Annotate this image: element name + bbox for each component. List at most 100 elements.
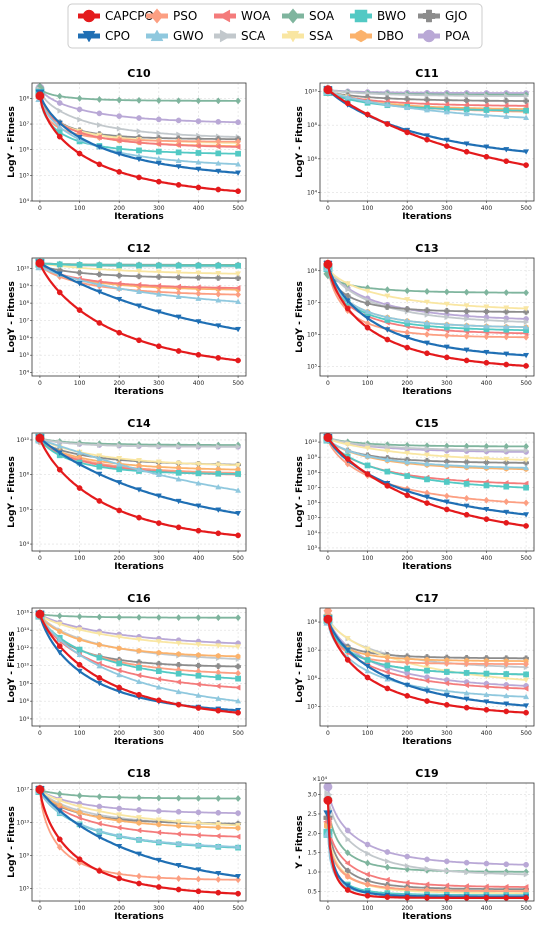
series-point-sca — [97, 441, 103, 449]
y-axis-label: LogY - Fitness — [295, 281, 305, 353]
x-tick-label: 400 — [481, 730, 493, 737]
series-point-woa — [483, 883, 489, 890]
y-tick-label: 10⁷ — [19, 317, 30, 324]
series-point-ssa — [135, 815, 143, 821]
series-point-capcpo — [384, 482, 391, 489]
series-point-gjo — [195, 274, 202, 281]
series-point-capcpo — [155, 884, 162, 890]
series-point-gwo — [175, 293, 182, 299]
series-point-capcpo — [195, 351, 202, 358]
series-point-gwo — [463, 462, 470, 469]
series-point-cpo — [96, 144, 103, 151]
series-point-bwo — [195, 672, 202, 679]
chart-c10: 0 100 200 300 400 500 10⁴ 10⁵ 10⁶ 10⁷ 10⁸ C10 Iterat… — [7, 67, 247, 222]
series-point-capcpo — [323, 259, 333, 269]
series-point-cpo — [135, 851, 143, 858]
series-point-capcpo — [195, 888, 202, 895]
x-tick-label: 400 — [193, 205, 205, 212]
series-point-bwo — [424, 667, 430, 674]
y-tick-label: 10⁴ — [19, 541, 30, 548]
series-point-poa — [136, 115, 142, 121]
series-point-soa — [76, 613, 83, 621]
series-point-gwo — [155, 471, 162, 477]
series-point-gwo — [155, 155, 162, 162]
series-point-gjo — [136, 273, 142, 280]
series-point-cpo — [364, 315, 371, 322]
x-tick-label: 100 — [74, 730, 86, 737]
series-point-woa — [116, 137, 122, 144]
series-point-poa — [195, 809, 202, 816]
series-point-sca — [424, 865, 431, 872]
series-point-capcpo — [116, 169, 123, 175]
y-tick-label: 10¹² — [17, 645, 30, 652]
series-point-woa — [404, 674, 410, 681]
legend-item-capcpo: CAPCPO — [78, 9, 154, 23]
series-point-ssa — [443, 301, 450, 308]
y-tick-label: 10⁸ — [19, 300, 30, 307]
series-point-bwo — [96, 654, 103, 661]
series-point-capcpo — [215, 355, 222, 361]
series-point-capcpo — [384, 336, 391, 343]
y-axis-label: LogY - Fitness — [7, 281, 17, 353]
series-point-ssa — [384, 293, 391, 300]
series-point-ssa — [175, 640, 182, 647]
series-point-ssa — [364, 445, 371, 452]
series-point-ssa — [503, 305, 510, 311]
series-point-capcpo — [443, 354, 450, 361]
series-point-gwo — [503, 692, 510, 699]
series-point-woa — [423, 881, 430, 888]
series-point-dbo — [235, 825, 241, 831]
legend-item-bwo: BWO — [350, 9, 406, 23]
series-point-gwo — [423, 106, 431, 113]
series-point-pso — [503, 498, 510, 506]
series-point-dbo — [156, 821, 162, 828]
series-point-poa — [155, 116, 162, 123]
series-point-gjo — [483, 308, 490, 315]
legend-label: SCA — [241, 29, 266, 43]
series-point-woa — [195, 284, 201, 291]
series-point-cpo — [96, 680, 103, 687]
legend-item-gwo: GWO — [146, 29, 204, 43]
series-point-poa — [215, 809, 222, 816]
series-point-dbo — [215, 824, 221, 831]
series-point-woa — [116, 280, 122, 287]
series-group — [35, 784, 242, 897]
series-point-ssa — [135, 637, 143, 643]
y-axis-label: LogY - Fitness — [295, 456, 305, 528]
series-group — [35, 433, 242, 539]
x-tick-label: 500 — [232, 555, 244, 562]
x-tick-label: 400 — [193, 730, 205, 737]
series-point-ssa — [76, 627, 83, 633]
series-point-gwo — [215, 160, 222, 166]
series-point-capcpo — [235, 709, 241, 716]
x-tick-label: 200 — [113, 205, 125, 212]
series-point-capcpo — [116, 684, 123, 691]
series-point-gwo — [463, 689, 470, 696]
series-point-gwo — [96, 281, 103, 287]
series-point-dbo — [96, 814, 102, 821]
series-point-capcpo — [443, 143, 450, 149]
series-point-capcpo — [384, 685, 391, 692]
x-tick-label: 400 — [481, 380, 493, 387]
series-point-capcpo — [404, 692, 411, 699]
series-point-capcpo — [155, 343, 162, 350]
legend-label: BWO — [377, 9, 406, 23]
x-tick-label: 200 — [401, 380, 413, 387]
y-tick-label: 10⁹ — [19, 283, 30, 290]
x-tick-label: 500 — [520, 905, 532, 912]
series-point-sca — [57, 107, 63, 114]
x-tick-label: 200 — [113, 730, 125, 737]
series-point-soa — [195, 794, 202, 802]
series-point-capcpo — [76, 661, 83, 668]
series-point-poa — [364, 841, 371, 848]
series-point-capcpo — [503, 158, 510, 165]
series-point-ssa — [364, 288, 371, 295]
x-tick-label: 300 — [153, 555, 165, 562]
series-point-cpo — [423, 494, 431, 501]
y-tick-label: 10¹⁶ — [17, 609, 30, 616]
y-tick-label: 2.5 — [307, 811, 317, 818]
series-point-ssa — [116, 634, 123, 641]
series-point-woa — [155, 829, 162, 836]
y-tick-label: 10⁴ — [19, 370, 30, 377]
series-point-woa — [384, 876, 390, 883]
